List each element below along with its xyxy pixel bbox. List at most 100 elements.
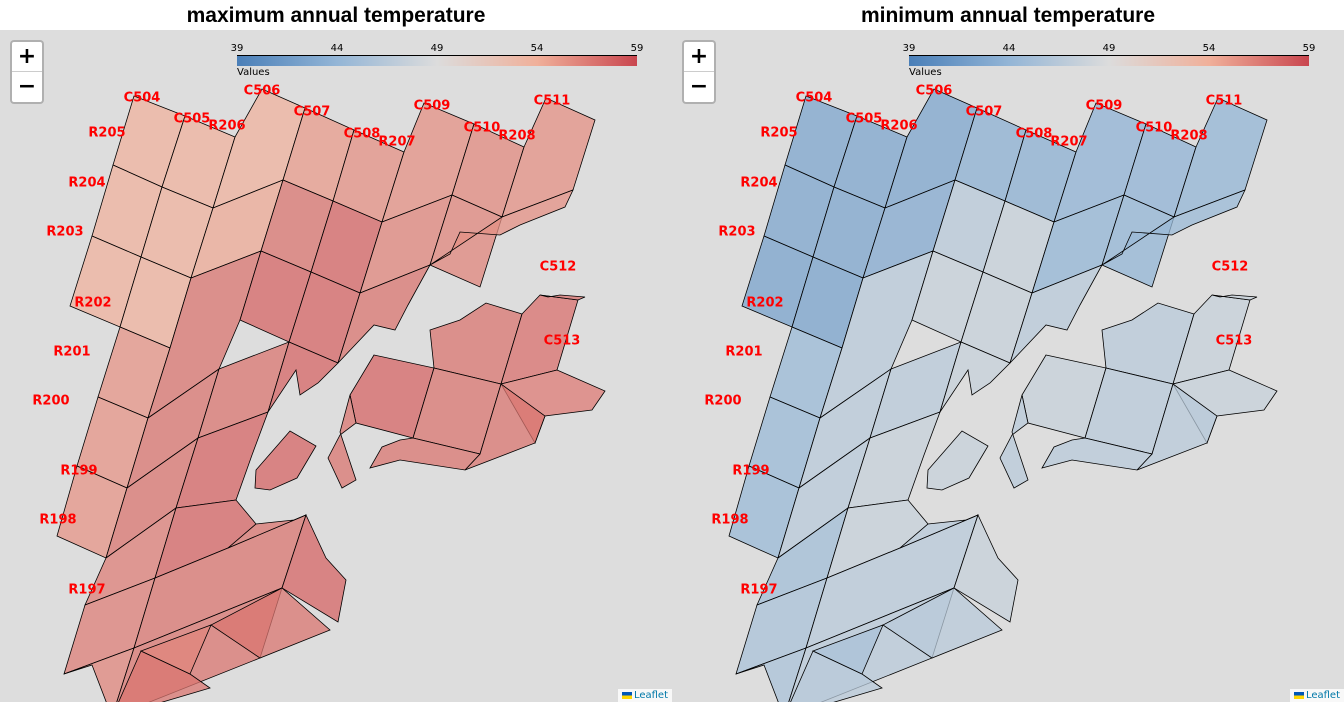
zoom-in-button[interactable]: + xyxy=(684,42,714,72)
legend-tick-label: 39 xyxy=(230,43,244,54)
grid-cell[interactable] xyxy=(811,624,884,675)
region-label-c512: C512 xyxy=(1212,260,1249,275)
grid-cell[interactable] xyxy=(1021,354,1107,439)
region-label-r208: R208 xyxy=(498,129,535,144)
legend-colorbar xyxy=(237,55,637,66)
region-label-r203: R203 xyxy=(718,225,755,240)
grid-cell[interactable] xyxy=(254,430,317,491)
grid-cell[interactable] xyxy=(735,647,807,702)
region-label-c509: C509 xyxy=(1086,99,1123,114)
grid-cell[interactable] xyxy=(882,587,1003,659)
zoom-in-button[interactable]: + xyxy=(12,42,42,72)
region-label-r201: R201 xyxy=(53,345,90,360)
region-label-r198: R198 xyxy=(39,513,76,528)
grid-cell[interactable] xyxy=(1136,383,1218,471)
region-label-r202: R202 xyxy=(746,296,783,311)
zoom-control: + − xyxy=(682,40,716,104)
region-label-c506: C506 xyxy=(244,84,281,99)
region-label-r197: R197 xyxy=(68,583,105,598)
legend-label: Values xyxy=(237,67,270,78)
zoom-out-button[interactable]: − xyxy=(689,74,709,99)
region-label-c510: C510 xyxy=(1136,121,1173,136)
legend-tick-label: 44 xyxy=(1002,43,1016,54)
region-label-c509: C509 xyxy=(414,99,451,114)
region-label-r197: R197 xyxy=(740,583,777,598)
region-label-c508: C508 xyxy=(344,127,381,142)
grid-cell[interactable] xyxy=(349,354,435,439)
region-label-c506: C506 xyxy=(916,84,953,99)
map-canvas[interactable]: C504 C505 C506 C507 C508 C509 C510 C511 C512 C513… xyxy=(0,30,672,702)
zoom-out-button[interactable]: − xyxy=(17,74,37,99)
attribution[interactable]: Leaflet xyxy=(1289,689,1344,702)
grid-cell[interactable] xyxy=(999,394,1029,489)
panel-max-temp: maximum annual temperature C504 C505 C506 C… xyxy=(0,4,672,702)
zoom-control: + − xyxy=(10,40,44,104)
region-label-c510: C510 xyxy=(464,121,501,136)
grid-cell[interactable] xyxy=(63,647,135,702)
grid-cell[interactable] xyxy=(539,294,586,301)
panel-min-temp: minimum annual temperature C504 C505 C506 C… xyxy=(672,0,1344,702)
attribution-link[interactable]: Leaflet xyxy=(1305,690,1340,701)
grid-cell[interactable] xyxy=(926,430,989,491)
grid-cell[interactable] xyxy=(1172,294,1251,385)
color-legend: 39 44 49 54 59 Values xyxy=(903,43,1316,78)
region-label-c513: C513 xyxy=(544,334,581,349)
region-label-c507: C507 xyxy=(294,105,331,120)
region-label-r206: R206 xyxy=(880,119,917,134)
legend-ticks: 39 44 49 54 59 xyxy=(231,43,644,55)
region-label-c505: C505 xyxy=(846,112,883,127)
legend-tick-label: 54 xyxy=(530,43,544,54)
grid-cell[interactable] xyxy=(281,513,347,623)
grid-cell[interactable] xyxy=(429,189,574,266)
region-label-r198: R198 xyxy=(711,513,748,528)
map-canvas[interactable]: C504 C505 C506 C507 C508 C509 C510 C511 C512 C513… xyxy=(672,30,1344,702)
region-label-r201: R201 xyxy=(725,345,762,360)
region-label-r205: R205 xyxy=(88,126,125,141)
legend-tick-label: 49 xyxy=(430,43,444,54)
region-label-c511: C511 xyxy=(534,94,571,109)
region-label-c507: C507 xyxy=(966,105,1003,120)
region-label-r203: R203 xyxy=(46,225,83,240)
grid-cell[interactable] xyxy=(210,587,331,659)
choropleth-map[interactable]: C504 C505 C506 C507 C508 C509 C510 C511 C512 C513… xyxy=(672,30,1344,702)
grid-cell[interactable] xyxy=(139,624,212,675)
region-label-r204: R204 xyxy=(740,176,777,191)
grid-cell[interactable] xyxy=(227,514,307,549)
region-label-r206: R206 xyxy=(208,119,245,134)
grid-cell[interactable] xyxy=(369,437,481,471)
legend-tick-label: 39 xyxy=(902,43,916,54)
legend-label: Values xyxy=(909,67,942,78)
legend-tick-label: 54 xyxy=(1202,43,1216,54)
grid-cell[interactable] xyxy=(1173,97,1268,218)
grid-cell[interactable] xyxy=(1041,437,1153,471)
region-label-r199: R199 xyxy=(60,464,97,479)
ukraine-flag-icon xyxy=(1293,692,1304,699)
grid-cell[interactable] xyxy=(464,383,546,471)
grid-cell[interactable] xyxy=(500,294,579,385)
region-label-c505: C505 xyxy=(174,112,211,127)
grid-cell[interactable] xyxy=(847,411,941,509)
region-label-c511: C511 xyxy=(1206,94,1243,109)
ukraine-flag-icon xyxy=(621,692,632,699)
region-label-c513: C513 xyxy=(1216,334,1253,349)
legend-tick-label: 59 xyxy=(1302,43,1316,54)
region-label-c512: C512 xyxy=(540,260,577,275)
attribution-link[interactable]: Leaflet xyxy=(633,690,668,701)
legend-tick-label: 44 xyxy=(330,43,344,54)
region-label-c508: C508 xyxy=(1016,127,1053,142)
region-label-r205: R205 xyxy=(760,126,797,141)
region-label-r207: R207 xyxy=(1050,135,1087,150)
legend-tick-label: 59 xyxy=(630,43,644,54)
region-label-c504: C504 xyxy=(124,91,161,106)
grid-cell[interactable] xyxy=(1211,294,1258,301)
choropleth-map[interactable]: C504 C505 C506 C507 C508 C509 C510 C511 C512 C513… xyxy=(0,30,672,702)
grid-cell[interactable] xyxy=(327,394,357,489)
attribution[interactable]: Leaflet xyxy=(617,689,672,702)
grid-cell[interactable] xyxy=(1101,189,1246,266)
color-legend: 39 44 49 54 59 Values xyxy=(231,43,644,78)
grid-cell[interactable] xyxy=(501,97,596,218)
grid-cell[interactable] xyxy=(175,411,269,509)
region-label-r199: R199 xyxy=(732,464,769,479)
grid-cell[interactable] xyxy=(899,514,979,549)
grid-cell[interactable] xyxy=(953,513,1019,623)
